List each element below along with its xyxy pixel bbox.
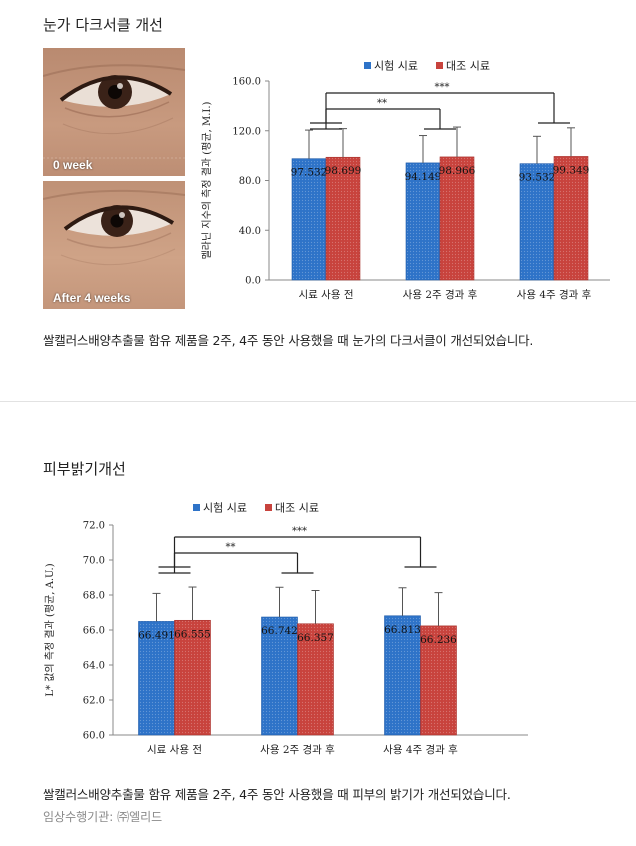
y-tick-label: 160.0: [232, 77, 261, 88]
y-tick-label: 64.0: [83, 661, 105, 672]
bar-control: [325, 156, 361, 281]
y-tick-label: 120.0: [232, 126, 261, 137]
melanin-index-chart: 0.0 40.0 80.0 120.0 160.0 멜라닌 지수의 측정 결과 (평균, …: [190, 55, 630, 310]
bar-value-label: 94.149: [405, 171, 442, 183]
bar-value-label: 97.532: [291, 167, 328, 179]
significance-label: ***: [435, 82, 450, 93]
bar-value-label: 66.555: [174, 628, 211, 640]
bar-test: [291, 158, 327, 281]
x-category-label: 시료 사용 전: [299, 289, 354, 301]
eye-photo-before: 0 week: [43, 48, 185, 176]
x-category-label: 사용 2주 경과 후: [403, 288, 478, 301]
section-title-dark-circle: 눈가 다크서클 개선: [43, 16, 163, 34]
bar-value-label: 66.236: [420, 634, 457, 646]
bar-value-label: 66.491: [138, 629, 175, 641]
eye-photo-after: After 4 weeks: [43, 181, 185, 309]
legend-swatch-1: [265, 504, 272, 511]
bar-test: [519, 163, 555, 281]
section2-caption: 쌀캘러스배양추출물 함유 제품을 2주, 4주 동안 사용했을 때 피부의 밝기…: [43, 787, 511, 802]
bar-value-label: 66.813: [384, 624, 421, 636]
bar-control: [174, 619, 211, 736]
section-divider: [0, 401, 636, 402]
legend-swatch-1: [436, 62, 443, 69]
y-tick-label: 40.0: [239, 226, 261, 237]
legend-swatch-0: [364, 62, 371, 69]
x-category-label: 사용 2주 경과 후: [260, 743, 335, 756]
significance-label: **: [377, 98, 387, 109]
bar-control: [439, 156, 475, 281]
y-tick-label: 80.0: [239, 176, 261, 187]
photo-label-after: After 4 weeks: [53, 291, 131, 305]
clinical-institution-credit: 임상수행기관: ㈜엘리드: [43, 810, 163, 824]
y-axis-title: 멜라닌 지수의 측정 결과 (평균, M.I.): [201, 101, 213, 259]
x-category-label: 시료 사용 전: [147, 744, 202, 756]
x-category-label: 사용 4주 경과 후: [383, 743, 458, 756]
legend-label-0: 시험 시료: [203, 502, 247, 515]
y-tick-label: 72.0: [83, 521, 105, 532]
bar-test: [384, 615, 421, 736]
bar-value-label: 99.349: [553, 164, 590, 176]
bar-value-label: 93.532: [519, 172, 556, 184]
y-tick-label: 66.0: [83, 626, 105, 637]
significance-label: ***: [292, 526, 307, 537]
bar-control: [553, 156, 589, 281]
melanin-index-chart-svg: 0.0 40.0 80.0 120.0 160.0 멜라닌 지수의 측정 결과 (평균, …: [201, 60, 610, 301]
bar-test: [138, 621, 175, 736]
significance-label: **: [226, 542, 236, 553]
y-tick-label: 62.0: [83, 696, 105, 707]
bar-value-label: 98.699: [325, 165, 362, 177]
y-axis-title: L* 값의 측정 결과 (평균, A.U.): [44, 563, 56, 696]
legend-swatch-0: [193, 504, 200, 511]
bar-test: [261, 616, 298, 736]
bar-value-label: 66.357: [297, 632, 334, 644]
legend-label-1: 대조 시료: [446, 60, 490, 73]
lightness-chart-svg: 60.0 62.0 64.0 66.0 68.0 70.0 72.0 L* 값의 측정 결과 …: [44, 502, 528, 756]
bar-test: [405, 162, 441, 281]
photo-label-before: 0 week: [53, 158, 93, 172]
legend-label-0: 시험 시료: [374, 60, 418, 73]
y-tick-label: 60.0: [83, 731, 105, 742]
bar-control: [297, 623, 334, 736]
y-tick-label: 68.0: [83, 591, 105, 602]
x-category-label: 사용 4주 경과 후: [517, 288, 592, 301]
bar-value-label: 66.742: [261, 625, 298, 637]
bar-value-label: 98.966: [439, 165, 476, 177]
section1-caption: 쌀캘러스배양추출물 함유 제품을 2주, 4주 동안 사용했을 때 눈가의 다크…: [43, 333, 534, 348]
y-tick-label: 70.0: [83, 556, 105, 567]
y-tick-label: 0.0: [245, 276, 261, 287]
bar-control: [420, 625, 457, 736]
lightness-chart: 60.0 62.0 64.0 66.0 68.0 70.0 72.0 L* 값의 측정 결과 …: [43, 497, 563, 762]
legend-label-1: 대조 시료: [275, 502, 319, 515]
section-title-brightness: 피부밝기개선: [43, 460, 126, 478]
